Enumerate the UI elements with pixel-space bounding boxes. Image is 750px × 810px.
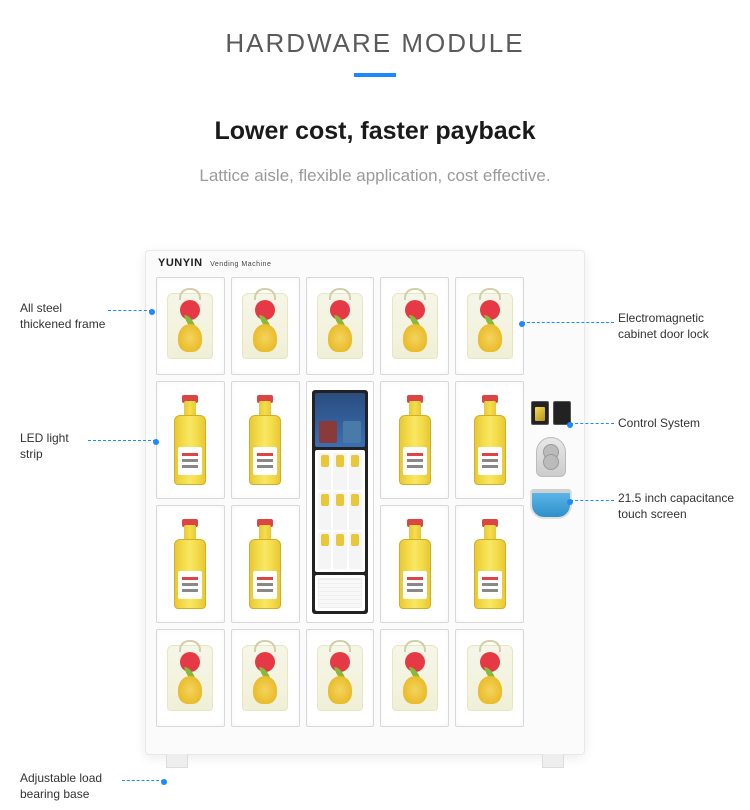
lead-dot-icon xyxy=(567,422,573,428)
compartment xyxy=(455,381,524,499)
compartment xyxy=(156,505,225,623)
compartment xyxy=(455,277,524,375)
compartment xyxy=(156,381,225,499)
snack-product xyxy=(317,645,363,711)
lead-dot-icon xyxy=(149,309,155,315)
control-panel xyxy=(528,401,574,611)
callout-label: Electromagnetic cabinet door lock xyxy=(618,311,709,341)
row-4 xyxy=(156,629,526,727)
lead-line xyxy=(122,780,164,781)
snack-product xyxy=(467,293,513,359)
compartment xyxy=(380,505,449,623)
compartment xyxy=(231,277,300,375)
snack-product xyxy=(317,293,363,359)
lead-dot-icon xyxy=(161,779,167,785)
bottle-product xyxy=(399,395,431,485)
snack-product xyxy=(392,645,438,711)
lead-line xyxy=(570,423,614,424)
lead-dot-icon xyxy=(519,321,525,327)
snack-product xyxy=(167,645,213,711)
compartment xyxy=(306,629,375,727)
callout-label: 21.5 inch capacitance touch screen xyxy=(618,491,734,521)
bottle-product xyxy=(399,519,431,609)
touchscreen-compartment xyxy=(306,381,375,623)
snack-product xyxy=(167,293,213,359)
header-title: HARDWARE MODULE xyxy=(0,28,750,59)
compartment xyxy=(455,505,524,623)
brand-label: YUNYIN Vending Machine xyxy=(158,257,271,269)
compartment xyxy=(156,277,225,375)
lead-line xyxy=(570,500,614,501)
bottle-product xyxy=(174,519,206,609)
callout-adjustable-base: Adjustable load bearing base xyxy=(20,770,140,802)
compartment xyxy=(380,277,449,375)
card-slot-icon xyxy=(531,401,549,425)
row-2-3 xyxy=(156,381,526,623)
compartment xyxy=(455,629,524,727)
lead-line xyxy=(108,310,152,311)
compartment xyxy=(156,629,225,727)
snack-product xyxy=(242,293,288,359)
bottle-product xyxy=(474,395,506,485)
compartment xyxy=(231,381,300,499)
bottle-product xyxy=(249,519,281,609)
bottle-product xyxy=(474,519,506,609)
lead-line xyxy=(88,440,156,441)
screen-products xyxy=(315,450,365,572)
machine-foot xyxy=(542,754,564,768)
callout-label: All steel thickened frame xyxy=(20,301,105,331)
lead-dot-icon xyxy=(153,439,159,445)
callout-control-system: Control System xyxy=(618,415,748,431)
snack-product xyxy=(242,645,288,711)
subtitle: Lower cost, faster payback xyxy=(0,117,750,146)
callout-label: Control System xyxy=(618,416,700,430)
bottle-product xyxy=(174,395,206,485)
callout-label: Adjustable load bearing base xyxy=(20,771,102,801)
callout-steel-frame: All steel thickened frame xyxy=(20,300,130,332)
description: Lattice aisle, flexible application, cos… xyxy=(0,166,750,186)
compartment-grid xyxy=(156,277,526,745)
lead-dot-icon xyxy=(567,499,573,505)
compartment xyxy=(231,629,300,727)
snack-product xyxy=(392,293,438,359)
compartment xyxy=(231,505,300,623)
header: HARDWARE MODULE xyxy=(0,0,750,77)
bottle-product xyxy=(249,395,281,485)
compartment xyxy=(306,277,375,375)
brand-name: YUNYIN xyxy=(158,257,203,269)
snack-product xyxy=(467,645,513,711)
touchscreen xyxy=(312,390,368,614)
card-readers xyxy=(531,401,571,425)
machine-foot xyxy=(166,754,188,768)
row-1 xyxy=(156,277,526,375)
coin-mechanism-icon xyxy=(536,437,566,477)
compartment xyxy=(380,381,449,499)
screen-banner xyxy=(315,393,365,447)
callout-led-strip: LED light strip xyxy=(20,430,130,462)
lead-line xyxy=(522,322,614,323)
screen-footer xyxy=(315,575,365,611)
callout-label: LED light strip xyxy=(20,431,69,461)
callout-touch-screen: 21.5 inch capacitance touch screen xyxy=(618,490,748,522)
diagram-stage: YUNYIN Vending Machine xyxy=(0,240,750,800)
header-underline xyxy=(354,73,396,77)
callout-door-lock: Electromagnetic cabinet door lock xyxy=(618,310,748,342)
compartment xyxy=(380,629,449,727)
dispense-tray-icon xyxy=(530,489,572,519)
brand-sub: Vending Machine xyxy=(210,261,271,268)
